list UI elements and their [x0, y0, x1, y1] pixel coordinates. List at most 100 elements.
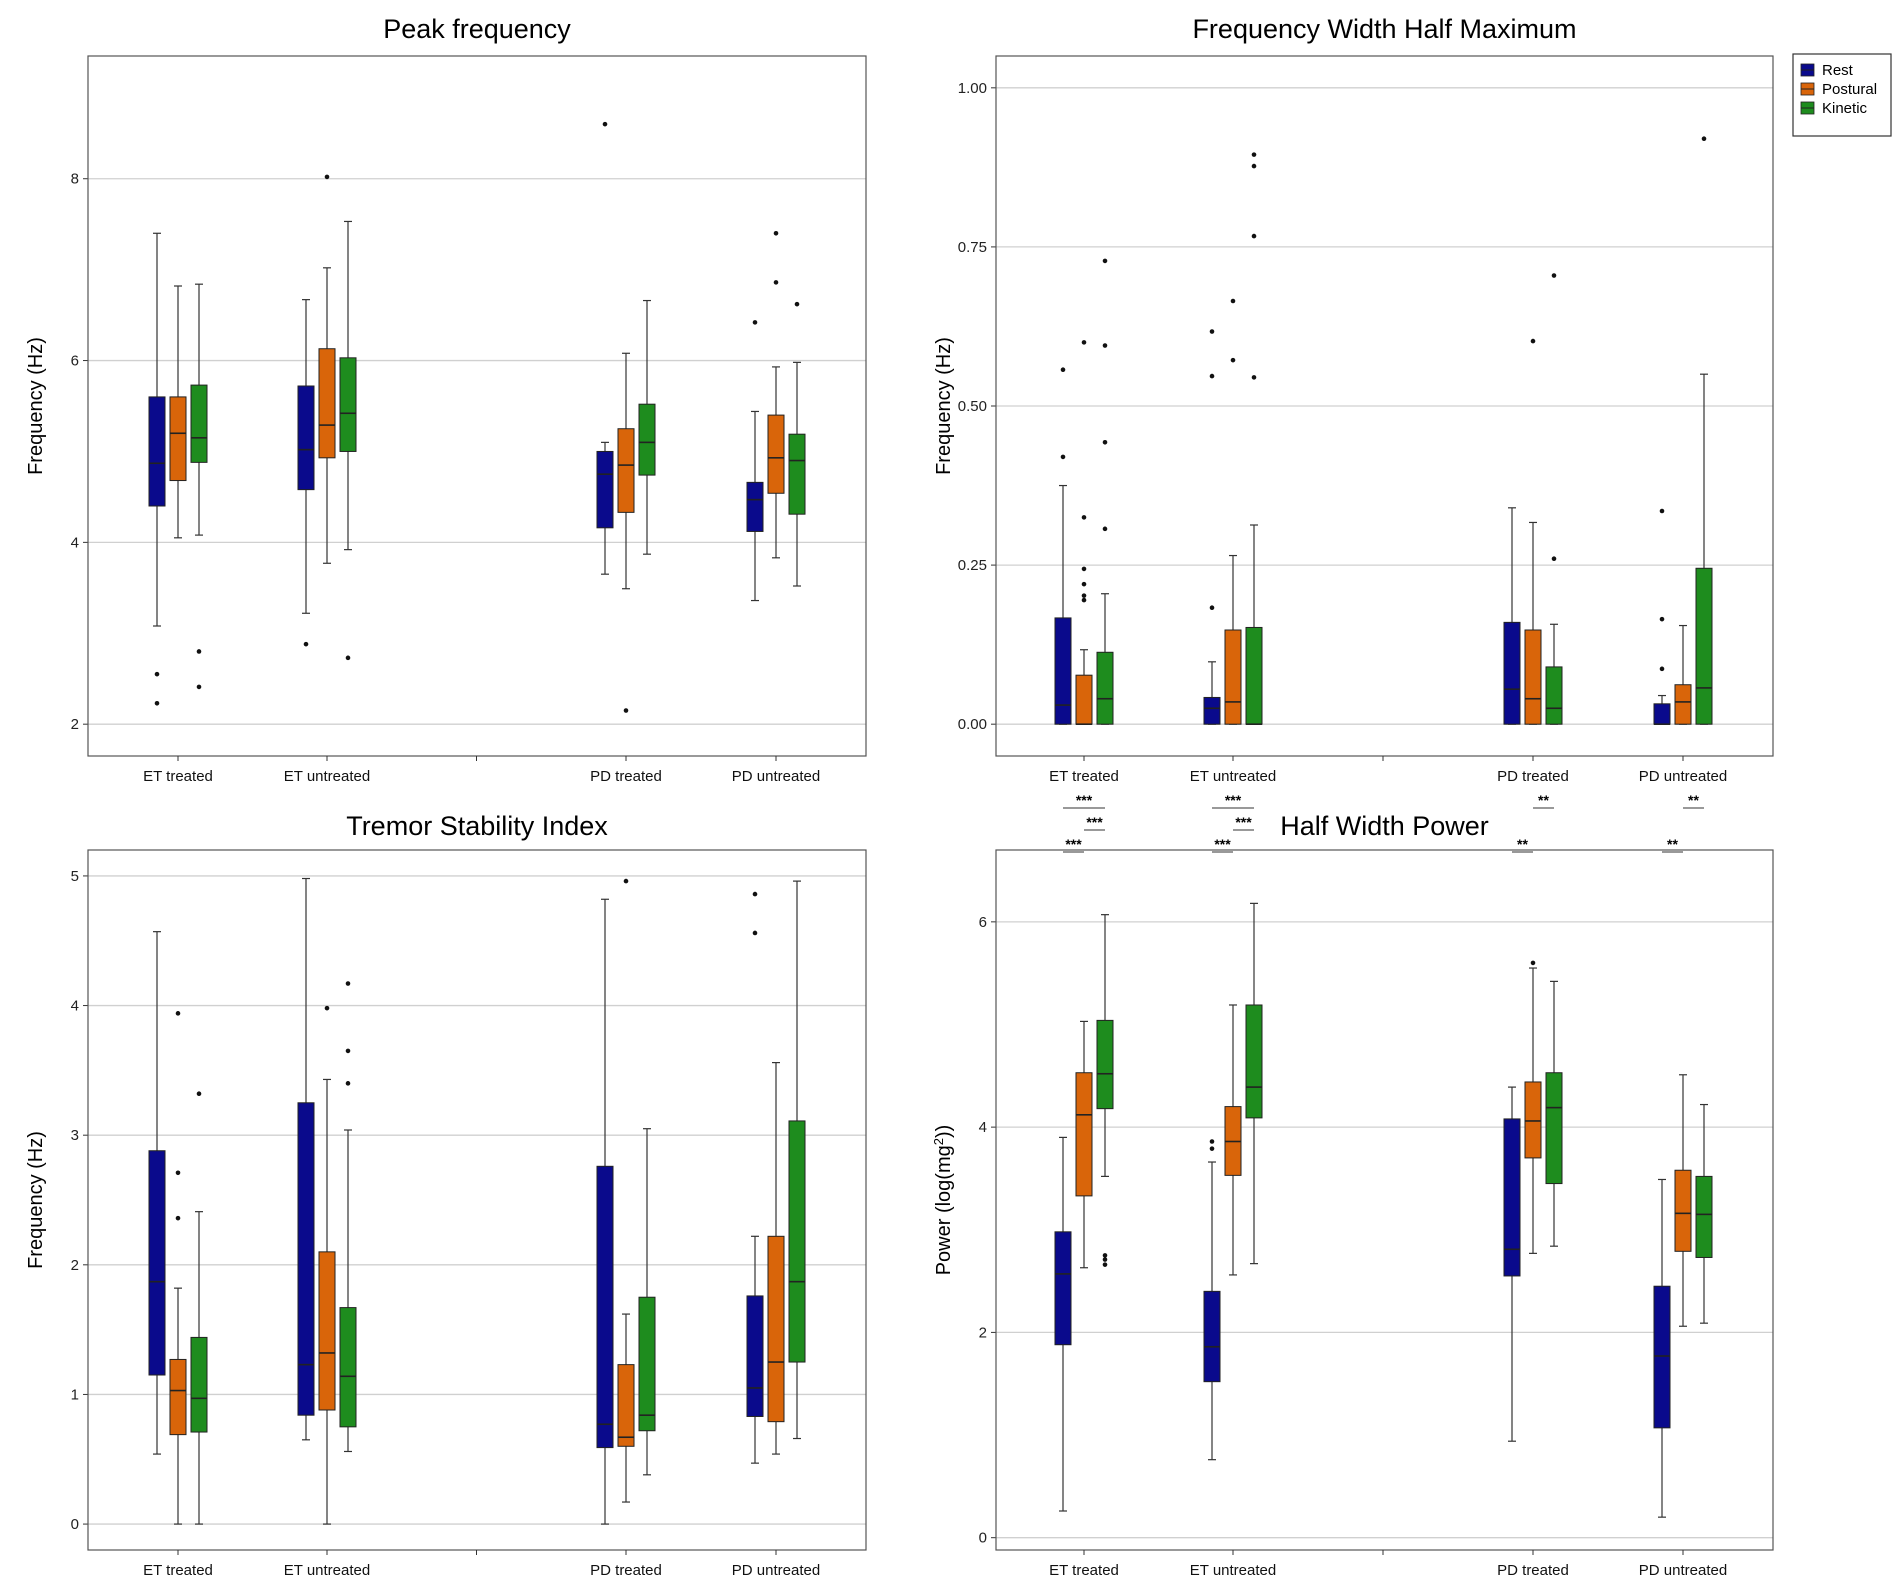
chart-panel-3: Half Width Power 0 2 4 6 Power (log(mg2)) ET t… — [931, 792, 1774, 1579]
box-iqr — [1503, 1118, 1521, 1277]
y-tick-label: 4 — [71, 534, 79, 551]
plot-frame — [995, 849, 1774, 1551]
y-tick-label: 5 — [71, 868, 79, 885]
outlier-point — [773, 230, 779, 236]
outlier-point — [324, 1005, 330, 1011]
significance-label: ** — [1667, 836, 1678, 852]
box-rest — [596, 898, 614, 1525]
x-tick-label: ET treated — [143, 768, 213, 785]
box-iqr — [638, 403, 656, 476]
significance-label: *** — [1065, 836, 1082, 852]
outlier-point — [1209, 373, 1215, 379]
outlier-point — [602, 121, 608, 127]
significance-label: ** — [1517, 836, 1528, 852]
y-tick-label: 0.75 — [958, 239, 987, 256]
outlier-point — [752, 930, 758, 936]
outlier-point — [752, 891, 758, 897]
x-tick-label: ET untreated — [284, 768, 370, 785]
outlier-point — [1209, 329, 1215, 334]
box-kinetic — [1695, 136, 1713, 725]
box-iqr — [1054, 1231, 1072, 1346]
box-iqr — [746, 1295, 764, 1417]
outlier-point — [1551, 556, 1557, 562]
box-iqr — [1245, 1004, 1263, 1119]
box-kinetic — [1545, 980, 1563, 1247]
outlier-point — [1081, 515, 1087, 520]
y-tick-label: 3 — [71, 1127, 79, 1144]
box-iqr — [1096, 651, 1114, 725]
outlier-point — [1081, 597, 1087, 603]
box-kinetic — [190, 283, 208, 690]
outlier-point — [345, 1081, 351, 1086]
box-iqr — [190, 384, 208, 463]
box-postural — [169, 285, 187, 539]
box-iqr — [1545, 1072, 1563, 1185]
box-iqr — [148, 1150, 166, 1376]
outlier-point — [1102, 526, 1108, 532]
box-postural — [1075, 1020, 1093, 1269]
box-rest — [1653, 508, 1671, 725]
box-iqr — [1075, 674, 1093, 725]
box-iqr — [339, 357, 357, 452]
significance-bracket: ** — [1683, 792, 1704, 809]
box-iqr — [617, 428, 635, 513]
plot-frame — [87, 849, 867, 1551]
outlier-point — [175, 1215, 181, 1221]
box-iqr — [596, 450, 614, 529]
box-iqr — [190, 1336, 208, 1433]
chart-title: Half Width Power — [1280, 811, 1489, 841]
chart-panel-0: Peak frequency 2 4 6 8 Frequency (Hz) ET treat… — [25, 14, 867, 785]
x-tick-label: ET treated — [143, 1562, 213, 1579]
y-axis-label: Frequency (Hz) — [25, 337, 47, 475]
outlier-point — [1230, 298, 1236, 304]
chart-title: Frequency Width Half Maximum — [1192, 14, 1576, 44]
box-iqr — [1503, 621, 1521, 725]
y-axis-label: Frequency (Hz) — [25, 1131, 47, 1269]
outlier-point — [345, 1048, 351, 1054]
outlier-point — [1659, 508, 1665, 514]
chart-title: Tremor Stability Index — [346, 811, 608, 841]
box-iqr — [297, 385, 315, 491]
x-tick-label: PD treated — [1497, 768, 1569, 785]
outlier-point — [1102, 439, 1108, 445]
outlier-point — [1102, 1257, 1108, 1262]
box-postural — [767, 230, 785, 559]
box-kinetic — [1096, 258, 1114, 725]
box-postural — [1674, 624, 1692, 725]
y-tick-label: 0 — [979, 1530, 987, 1547]
outlier-point — [1102, 343, 1108, 348]
chart-panel-1: Frequency Width Half Maximum 0.00 0.25 0.50… — [933, 14, 1774, 785]
significance-label: ** — [1538, 792, 1549, 808]
box-kinetic — [190, 1091, 208, 1525]
outlier-point — [1701, 136, 1707, 142]
box-rest — [148, 232, 166, 706]
x-tick-label: ET untreated — [284, 1562, 370, 1579]
chart-panel-2: Tremor Stability Index 0 1 2 3 4 5 Frequency (H… — [25, 811, 867, 1579]
box-rest — [1653, 1178, 1671, 1518]
outlier-point — [345, 981, 351, 986]
box-rest — [1503, 1086, 1521, 1442]
outlier-point — [1209, 605, 1215, 611]
y-tick-label: 4 — [979, 1119, 987, 1136]
outlier-point — [1230, 357, 1236, 363]
outlier-point — [1060, 367, 1066, 373]
box-iqr — [1224, 629, 1242, 725]
box-iqr — [1674, 1169, 1692, 1252]
box-iqr — [638, 1296, 656, 1432]
box-iqr — [1203, 696, 1221, 725]
box-postural — [617, 878, 635, 1503]
x-tick-label: ET treated — [1049, 768, 1119, 785]
significance-bracket: *** — [1212, 836, 1233, 853]
outlier-point — [1081, 566, 1087, 572]
x-tick-label: ET untreated — [1190, 1562, 1276, 1579]
box-iqr — [1653, 1285, 1671, 1429]
box-postural — [318, 174, 336, 564]
box-kinetic — [1245, 152, 1263, 725]
box-postural — [617, 352, 635, 713]
significance-label: *** — [1086, 814, 1103, 830]
legend-label: Rest — [1822, 62, 1854, 79]
outlier-point — [1081, 581, 1087, 587]
significance-label: *** — [1076, 792, 1093, 808]
outlier-point — [196, 649, 202, 654]
